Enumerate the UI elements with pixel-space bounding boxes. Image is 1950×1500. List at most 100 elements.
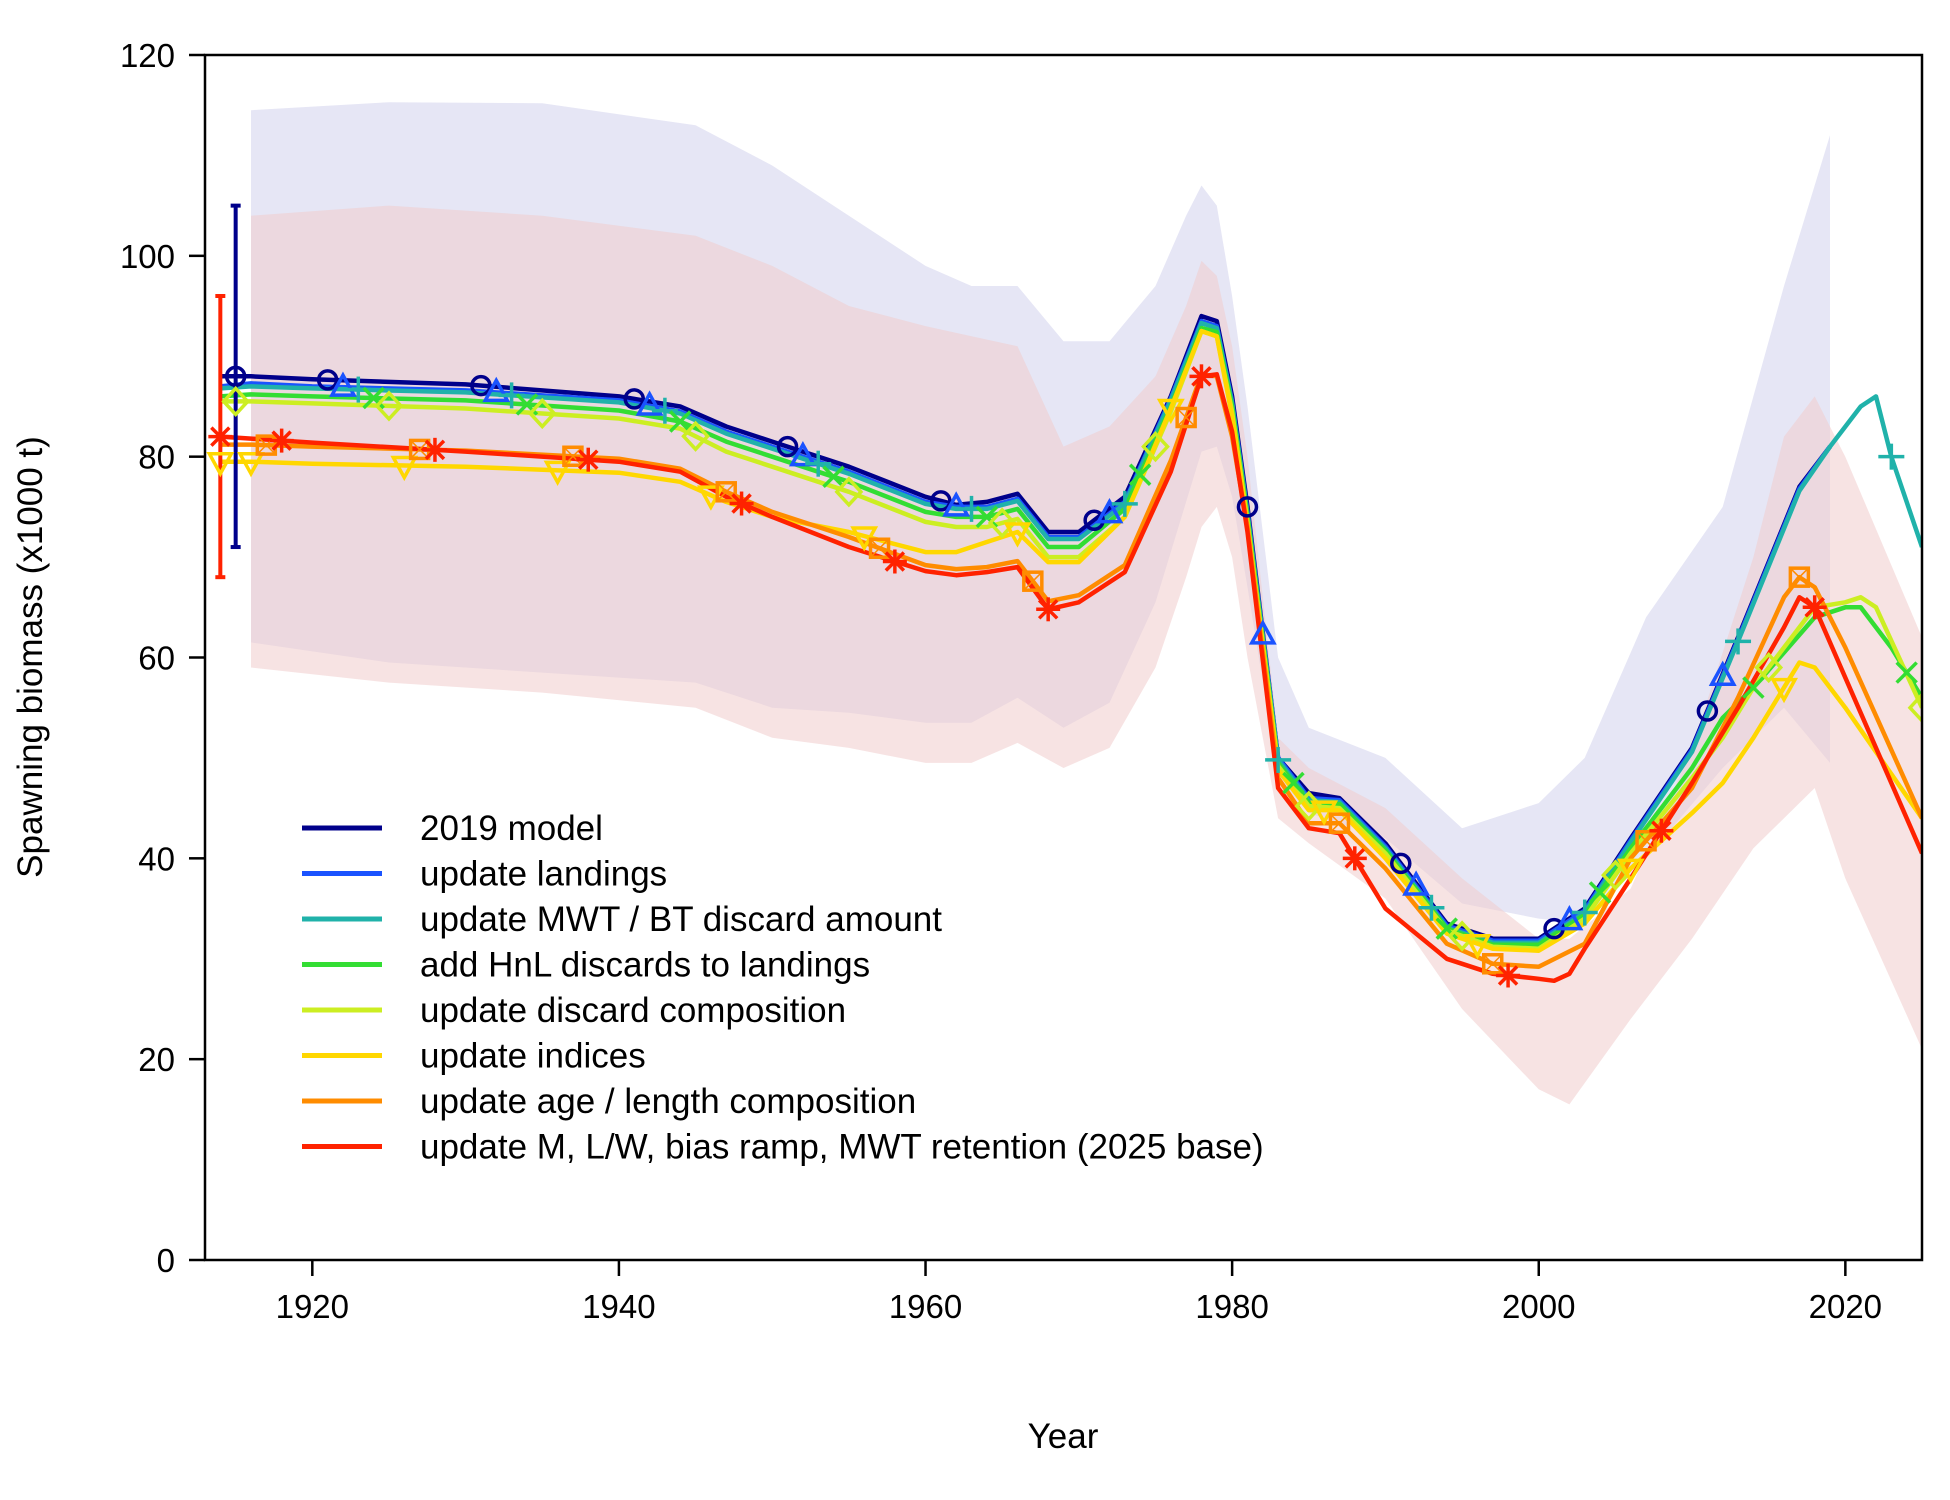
x-tick-label-2: 1960 bbox=[889, 1288, 962, 1325]
x-tick-label-1: 1940 bbox=[582, 1288, 655, 1325]
marker-0-3 bbox=[623, 388, 645, 410]
marker-2-3 bbox=[805, 450, 832, 477]
marker-1-1 bbox=[482, 376, 511, 403]
marker-5-1 bbox=[237, 451, 265, 478]
series-markers bbox=[206, 364, 1922, 988]
marker-7-4 bbox=[729, 491, 754, 516]
marker-7-5 bbox=[882, 549, 907, 574]
marker-0-7 bbox=[1236, 496, 1259, 518]
marker-4-11 bbox=[1907, 692, 1922, 724]
marker-5-10 bbox=[1616, 858, 1645, 885]
marker-7-0 bbox=[208, 424, 233, 449]
marker-6-1 bbox=[408, 438, 431, 461]
marker-6-8 bbox=[1482, 953, 1504, 975]
y-tick-label-5: 100 bbox=[120, 238, 175, 275]
marker-0-2 bbox=[470, 374, 492, 397]
marker-2-10 bbox=[1878, 443, 1905, 470]
marker-3-6 bbox=[1282, 771, 1305, 795]
marker-4-0 bbox=[221, 385, 251, 418]
marker-4-8 bbox=[1447, 920, 1477, 952]
confidence-bands bbox=[251, 102, 1922, 1105]
x-tick-label-5: 2020 bbox=[1809, 1288, 1882, 1325]
legend-label-4: update discard composition bbox=[420, 991, 846, 1030]
marker-2-7 bbox=[1418, 894, 1445, 921]
marker-0-5 bbox=[930, 490, 952, 512]
marker-6-3 bbox=[715, 481, 737, 503]
marker-0-1 bbox=[316, 369, 339, 391]
marker-1-7 bbox=[1402, 870, 1431, 896]
marker-1-4 bbox=[942, 491, 971, 517]
marker-3-5 bbox=[1128, 463, 1152, 486]
y-axis-title: Spawning biomass (x1000 t) bbox=[11, 436, 50, 878]
marker-5-9 bbox=[1463, 933, 1492, 960]
marker-5-0 bbox=[206, 451, 235, 478]
x-tick-label-3: 1980 bbox=[1195, 1288, 1268, 1325]
legend-label-3: add HnL discards to landings bbox=[420, 946, 870, 985]
marker-7-8 bbox=[1342, 846, 1367, 871]
marker-7-9 bbox=[1496, 963, 1521, 988]
legend-label-7: update M, L/W, bias ramp, MWT retention … bbox=[420, 1128, 1264, 1167]
marker-1-9 bbox=[1708, 660, 1737, 686]
marker-5-6 bbox=[1003, 522, 1032, 548]
marker-2-6 bbox=[1265, 746, 1292, 773]
y-tick-label-4: 80 bbox=[138, 439, 175, 476]
marker-7-3 bbox=[576, 447, 601, 472]
marker-6-6 bbox=[1175, 406, 1197, 429]
marker-0-0 bbox=[224, 365, 247, 388]
legend-label-1: update landings bbox=[420, 855, 667, 894]
marker-6-2 bbox=[562, 445, 584, 468]
legend-label-0: 2019 model bbox=[420, 809, 603, 848]
marker-2-5 bbox=[1111, 490, 1138, 517]
marker-7-2 bbox=[422, 437, 447, 462]
marker-1-5 bbox=[1095, 497, 1124, 524]
marker-7-1 bbox=[269, 428, 294, 453]
marker-7-10 bbox=[1649, 818, 1674, 843]
y-tick-label-0: 0 bbox=[157, 1242, 175, 1279]
marker-2-9 bbox=[1725, 628, 1752, 655]
x-tick-label-0: 1920 bbox=[276, 1288, 349, 1325]
marker-5-8 bbox=[1310, 800, 1339, 826]
marker-4-2 bbox=[527, 397, 557, 430]
marker-1-8 bbox=[1555, 904, 1584, 931]
x-tick-label-4: 2000 bbox=[1502, 1288, 1575, 1325]
marker-3-9 bbox=[1742, 676, 1765, 699]
marker-1-2 bbox=[635, 390, 664, 416]
marker-0-8 bbox=[1390, 852, 1412, 875]
y-tick-label-6: 120 bbox=[120, 37, 175, 74]
legend-label-6: update age / length composition bbox=[420, 1082, 916, 1121]
marker-6-7 bbox=[1328, 812, 1351, 834]
marker-4-6 bbox=[1141, 431, 1170, 463]
marker-3-10 bbox=[1895, 661, 1918, 684]
marker-4-4 bbox=[834, 476, 864, 508]
marker-4-10 bbox=[1754, 651, 1784, 684]
marker-5-11 bbox=[1770, 677, 1798, 704]
y-tick-label-1: 20 bbox=[138, 1041, 175, 1078]
confidence-band-1 bbox=[251, 205, 1922, 1105]
marker-1-3 bbox=[788, 441, 817, 467]
marker-6-9 bbox=[1635, 830, 1657, 852]
marker-3-4 bbox=[975, 505, 999, 529]
axes: 1920 1940 1960 1980 2000 2020 0 20 40 60 80 100 120 bbox=[120, 37, 1924, 1325]
marker-2-2 bbox=[651, 397, 678, 424]
marker-4-1 bbox=[374, 390, 404, 422]
marker-6-10 bbox=[1788, 566, 1811, 588]
marker-5-3 bbox=[543, 460, 572, 486]
marker-1-0 bbox=[329, 371, 357, 397]
marker-7-11 bbox=[1802, 595, 1827, 620]
y-tick-label-2: 40 bbox=[138, 840, 175, 877]
marker-4-5 bbox=[987, 507, 1017, 539]
marker-7-7 bbox=[1189, 364, 1214, 389]
legend-label-2: update MWT / BT discard amount bbox=[420, 900, 942, 939]
marker-4-9 bbox=[1601, 859, 1630, 891]
marker-3-7 bbox=[1435, 917, 1458, 940]
marker-3-2 bbox=[669, 410, 692, 433]
marker-3-3 bbox=[822, 465, 845, 488]
marker-1-6 bbox=[1248, 619, 1277, 645]
marker-5-2 bbox=[390, 455, 419, 482]
x-axis-title: Year bbox=[1028, 1417, 1099, 1456]
marker-2-8 bbox=[1571, 899, 1598, 926]
marker-3-8 bbox=[1588, 881, 1612, 904]
legend-label-5: update indices bbox=[420, 1037, 646, 1076]
legend: 2019 model update landings update MWT / BT… bbox=[302, 809, 1264, 1167]
